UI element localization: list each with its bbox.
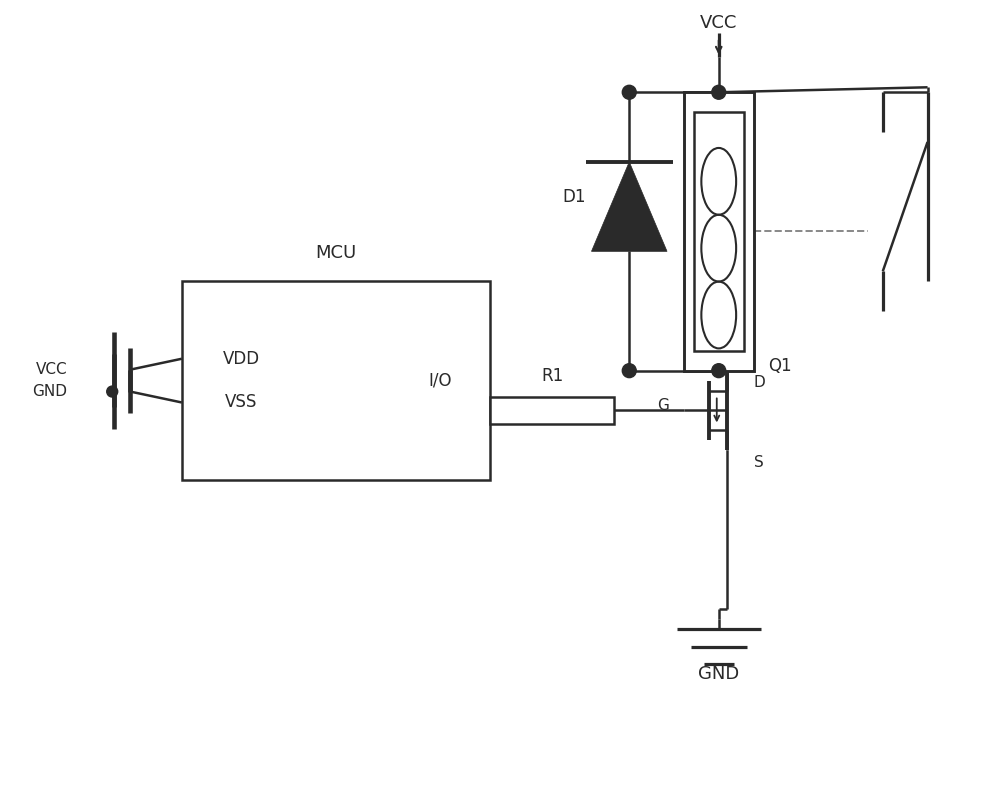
Text: D: D (754, 375, 765, 390)
Circle shape (622, 364, 636, 377)
Text: Q1: Q1 (768, 356, 792, 375)
Text: VSS: VSS (225, 393, 258, 412)
Text: MCU: MCU (315, 244, 357, 263)
Text: I/O: I/O (429, 372, 452, 389)
Circle shape (712, 364, 726, 377)
Text: VCC: VCC (36, 362, 67, 377)
Text: GND: GND (32, 384, 67, 399)
Text: R1: R1 (541, 367, 563, 384)
Bar (182, 281, 490, 480)
Bar (684, 92, 754, 371)
Text: D1: D1 (563, 187, 586, 206)
Polygon shape (591, 162, 667, 252)
Text: VDD: VDD (223, 350, 260, 368)
Text: G: G (657, 398, 669, 413)
Bar (490, 396, 614, 425)
Text: S: S (754, 455, 763, 469)
Circle shape (107, 386, 118, 397)
Circle shape (712, 85, 726, 99)
Circle shape (622, 85, 636, 99)
Text: GND: GND (698, 665, 739, 683)
Text: VCC: VCC (700, 14, 737, 32)
Bar (694, 112, 744, 351)
